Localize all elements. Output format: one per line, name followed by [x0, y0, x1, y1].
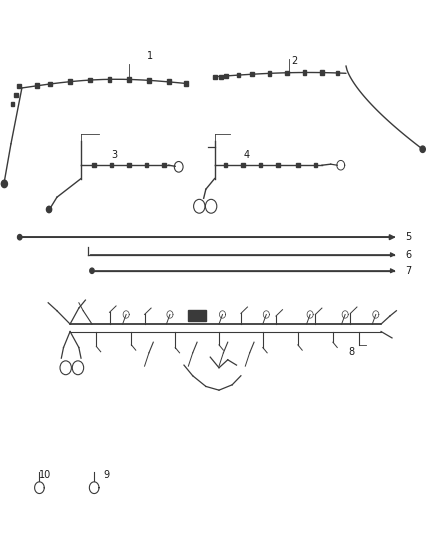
Bar — [48, 82, 53, 86]
Bar — [241, 163, 245, 167]
Text: 6: 6 — [405, 250, 411, 260]
Bar — [184, 81, 188, 86]
Bar — [224, 163, 227, 167]
Bar — [188, 310, 206, 321]
Bar — [11, 102, 14, 106]
Bar — [237, 73, 240, 77]
Bar — [14, 93, 18, 97]
Bar — [166, 79, 170, 84]
Text: 7: 7 — [405, 266, 411, 276]
Bar — [250, 72, 254, 76]
Bar — [336, 71, 339, 75]
Bar — [314, 163, 317, 167]
Bar — [127, 77, 131, 82]
Circle shape — [90, 268, 94, 273]
Text: 10: 10 — [39, 471, 52, 480]
Bar — [127, 163, 131, 167]
Bar — [296, 163, 300, 167]
Bar — [147, 78, 151, 83]
Bar — [320, 70, 324, 75]
Text: 5: 5 — [405, 232, 411, 242]
Bar — [35, 83, 39, 88]
Text: 4: 4 — [243, 150, 249, 159]
Circle shape — [18, 235, 22, 240]
Bar — [68, 79, 72, 84]
Bar — [110, 163, 113, 167]
Circle shape — [1, 180, 7, 188]
Circle shape — [420, 146, 425, 152]
Bar — [145, 163, 148, 167]
Bar — [88, 78, 92, 83]
Bar — [303, 70, 306, 75]
Text: 3: 3 — [112, 150, 118, 159]
Bar — [107, 77, 111, 82]
Bar — [276, 163, 280, 167]
Bar — [17, 84, 21, 88]
Text: 1: 1 — [147, 51, 153, 61]
Bar — [259, 163, 262, 167]
Bar — [162, 163, 166, 167]
Bar — [268, 71, 271, 76]
Text: 9: 9 — [103, 471, 109, 480]
Circle shape — [46, 206, 52, 213]
Bar — [285, 71, 289, 75]
Bar — [92, 163, 96, 167]
Text: 2: 2 — [291, 56, 297, 66]
Text: 8: 8 — [348, 347, 354, 357]
